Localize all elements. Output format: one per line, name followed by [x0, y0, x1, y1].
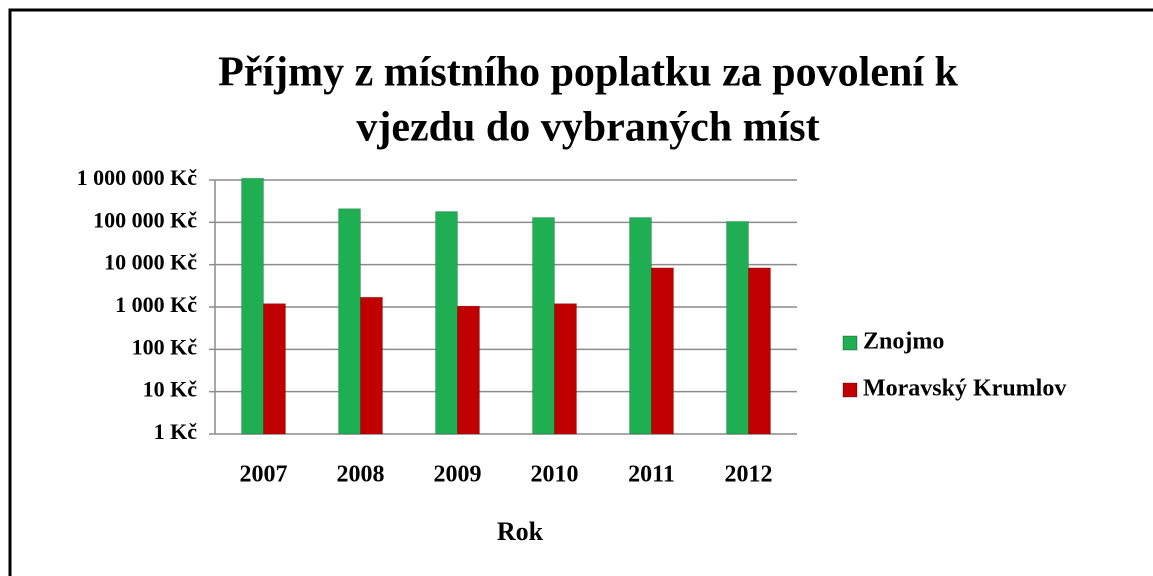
x-tick-label: 2010: [531, 462, 579, 488]
chart-title: vjezdu do vybraných míst: [356, 105, 819, 151]
x-tick-label: 2011: [628, 462, 675, 488]
bar: [338, 208, 361, 435]
y-tick-label: 10 000 Kč: [104, 250, 197, 275]
x-tick-label: 2012: [725, 462, 773, 488]
bar: [457, 305, 480, 435]
bar: [263, 303, 286, 435]
bar: [629, 217, 652, 435]
bar: [726, 220, 749, 435]
legend-swatch: [842, 382, 858, 398]
y-tick-label: 10 Kč: [143, 377, 198, 402]
y-tick-label: 1 000 000 Kč: [77, 165, 198, 190]
legend-label: Znojmo: [863, 329, 944, 355]
x-tick-label: 2009: [434, 462, 482, 488]
bar: [241, 177, 264, 435]
y-tick-label: 100 000 Kč: [93, 207, 197, 232]
x-tick-label: 2008: [337, 462, 385, 488]
bar: [435, 211, 458, 435]
chart-title: Příjmy z místního poplatku za povolení k: [218, 50, 958, 96]
legend-label: Moravský Krumlov: [863, 376, 1066, 402]
bar: [748, 267, 771, 435]
y-tick-label: 1 000 Kč: [115, 292, 197, 317]
chart-frame: [8, 8, 1153, 576]
y-tick-label: 100 Kč: [132, 334, 198, 359]
legend-swatch: [842, 335, 858, 351]
bar: [554, 303, 577, 435]
x-tick-label: 2007: [240, 462, 288, 488]
bar: [360, 296, 383, 435]
bar: [532, 217, 555, 435]
bar: [651, 267, 674, 435]
x-axis-title: Rok: [497, 517, 544, 546]
y-tick-label: 1 Kč: [154, 419, 198, 444]
